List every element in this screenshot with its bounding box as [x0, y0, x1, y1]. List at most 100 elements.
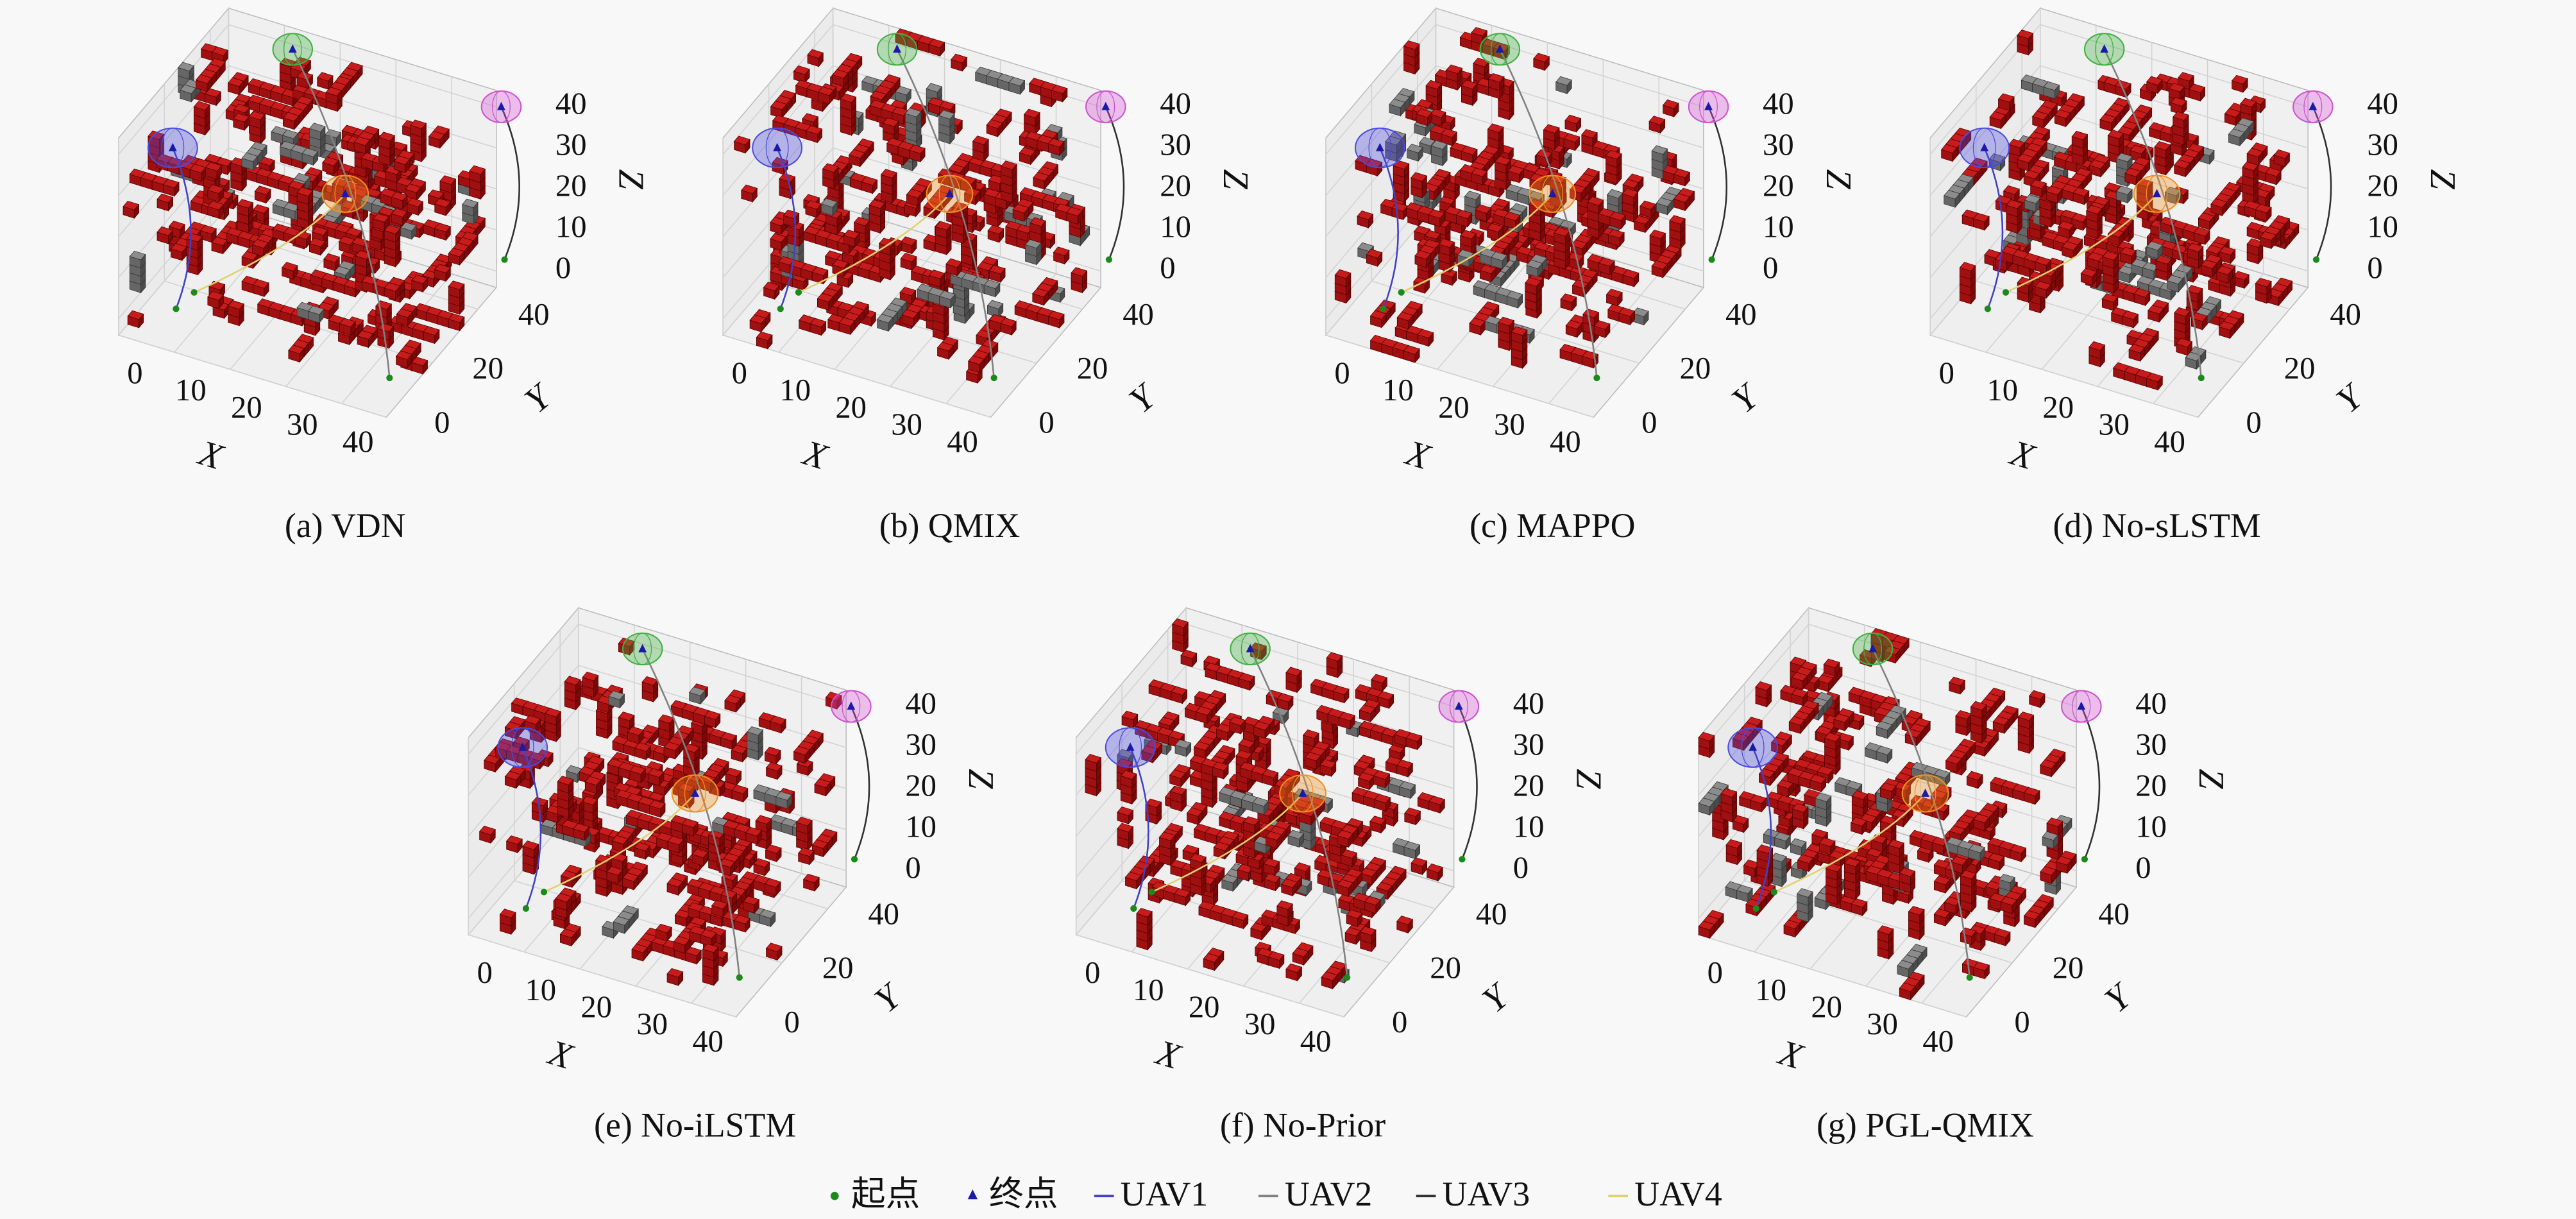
obstacle-voxel — [1511, 326, 1528, 345]
obstacle-voxel — [189, 164, 207, 182]
obstacle-voxel — [756, 331, 773, 350]
voxel-side — [223, 49, 228, 65]
obstacle-voxel — [1674, 168, 1691, 187]
obstacle-voxel — [1662, 99, 1679, 118]
obstacle-voxel — [938, 110, 955, 128]
obstacle-voxel — [1366, 249, 1383, 268]
obstacle-voxel — [193, 101, 210, 119]
obstacle-voxel — [938, 290, 956, 309]
obstacle-voxel — [811, 266, 829, 285]
obstacle-voxel — [384, 282, 401, 301]
obstacle-voxel — [241, 152, 258, 171]
obstacle-voxel — [1607, 229, 1625, 248]
x-tick-label: 0 — [1334, 356, 1350, 391]
obstacle-voxel — [1554, 227, 1571, 246]
z-tick-label: 40 — [1763, 87, 1794, 121]
x-tick-label: 10 — [175, 373, 207, 407]
voxel-side — [239, 80, 244, 96]
voxel-side — [459, 316, 465, 332]
y-tick-label: 0 — [434, 405, 450, 439]
obstacle-voxel — [391, 191, 408, 210]
voxel-side — [312, 175, 318, 191]
obstacle-voxel — [434, 223, 451, 241]
obstacle-voxel — [817, 293, 834, 311]
obstacle-voxel — [900, 236, 917, 255]
obstacle-voxel — [880, 169, 897, 187]
obstacle-voxel — [861, 176, 878, 194]
obstacle-voxel — [207, 184, 225, 203]
obstacle-voxel — [353, 136, 371, 155]
voxel-side — [216, 91, 221, 107]
obstacle-voxel — [233, 113, 250, 132]
y-tick-label: 40 — [1123, 297, 1154, 332]
start-point — [501, 256, 508, 263]
z-tick-label: 0 — [1763, 251, 1778, 286]
obstacle-voxel — [904, 108, 922, 126]
obstacle-voxel — [407, 198, 423, 216]
obstacle-voxel — [986, 119, 1003, 138]
obstacle-voxel — [170, 243, 187, 261]
obstacle-voxel — [357, 330, 374, 348]
obstacle-voxel — [1487, 73, 1505, 92]
obstacle-voxel — [1047, 138, 1065, 157]
z-tick-label: 20 — [1763, 169, 1794, 203]
y-tick-label: 0 — [1038, 405, 1054, 439]
obstacle-voxel — [1560, 293, 1577, 312]
z-tick-label: 30 — [555, 128, 587, 162]
obstacle-voxel — [1479, 264, 1496, 283]
obstacle-voxel — [1471, 167, 1488, 186]
obstacle-voxel — [123, 200, 140, 219]
obstacle-voxel — [1640, 200, 1657, 219]
obstacle-voxel — [157, 226, 174, 245]
x-tick-label: 0 — [732, 356, 747, 391]
obstacle-voxel — [972, 135, 989, 154]
obstacle-voxel — [1669, 215, 1686, 234]
obstacle-voxel — [1032, 287, 1049, 306]
obstacle-voxel — [1403, 345, 1420, 364]
obstacle-voxel — [199, 225, 217, 243]
obstacle-voxel — [395, 350, 412, 369]
obstacle-voxel — [807, 49, 824, 67]
obstacle-voxel — [1651, 260, 1668, 278]
start-point — [777, 305, 784, 312]
obstacle-voxel — [1071, 267, 1088, 286]
obstacle-voxel — [252, 279, 269, 298]
obstacle-voxel — [378, 132, 395, 150]
obstacle-voxel — [878, 237, 895, 256]
obstacle-voxel — [983, 279, 1001, 298]
x-tick-label: 30 — [287, 407, 318, 442]
obstacle-voxel — [832, 69, 849, 87]
obstacle-voxel — [928, 269, 945, 288]
x-tick-label: 40 — [343, 424, 374, 459]
grid-line — [228, 65, 496, 149]
obstacle-voxel — [410, 119, 427, 138]
obstacle-voxel — [840, 93, 857, 112]
obstacle-voxel — [935, 221, 952, 239]
z-tick-label: 20 — [555, 169, 587, 203]
obstacle-voxel — [853, 216, 870, 235]
obstacle-voxel — [1023, 108, 1040, 127]
obstacle-voxel — [1455, 209, 1473, 228]
obstacle-voxel — [1487, 123, 1504, 142]
y-tick-label: 20 — [472, 351, 504, 386]
obstacle-voxel — [434, 198, 451, 217]
obstacle-voxel — [1469, 318, 1486, 336]
obstacle-voxel — [1417, 328, 1434, 347]
x-tick-label: 20 — [231, 390, 262, 425]
obstacle-voxel — [906, 189, 923, 207]
obstacle-voxel — [469, 165, 486, 183]
z-tick-label: 30 — [1763, 128, 1794, 162]
y-tick-label: 40 — [518, 297, 550, 332]
obstacle-voxel — [309, 123, 326, 141]
voxel-side — [139, 313, 144, 328]
obstacle-voxel — [384, 225, 401, 243]
obstacle-voxel — [1582, 308, 1600, 327]
obstacle-voxel — [1506, 291, 1523, 309]
obstacle-voxel — [1461, 145, 1478, 164]
obstacle-voxel — [162, 178, 180, 197]
obstacle-voxel — [1572, 279, 1589, 298]
obstacle-voxel — [1411, 172, 1428, 191]
obstacle-voxel — [838, 317, 856, 336]
obstacle-voxel — [248, 111, 266, 130]
